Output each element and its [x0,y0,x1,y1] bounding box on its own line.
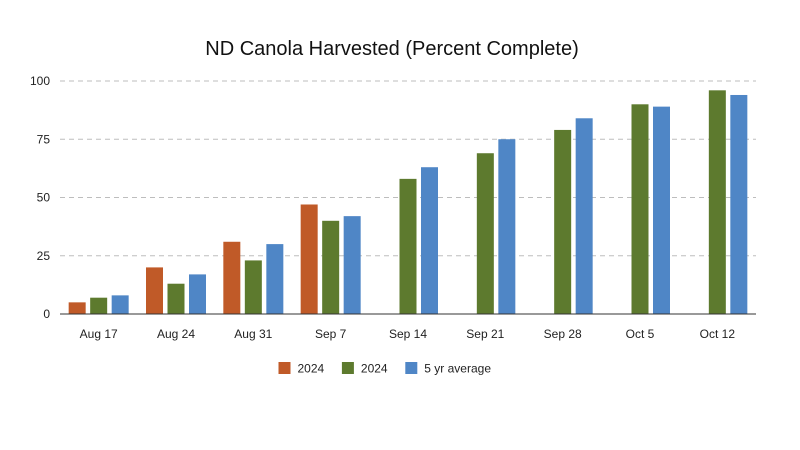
bar-layer [68,90,748,314]
bar [300,204,318,314]
bar [631,104,649,314]
x-tick-label: Sep 28 [544,327,582,341]
bar [90,297,108,314]
bar [498,139,516,314]
x-tick-labels: Aug 17 Aug 24 Aug 31 Sep 7 Sep 14 Sep 21 Sep 2… [80,327,736,341]
bar [421,167,438,314]
x-tick-label: Sep 7 [315,327,347,341]
legend-label: 5 yr average [424,362,491,376]
x-tick-label: Aug 17 [80,327,118,341]
bar [399,178,417,314]
x-tick-label: Oct 5 [626,327,655,341]
legend: 2024 2024 5 yr average [278,362,491,376]
bar [653,106,670,314]
bar [708,90,726,314]
bar [68,302,86,314]
bar [223,241,241,314]
legend-swatch [405,362,418,374]
bar [146,267,163,314]
chart-title: ND Canola Harvested (Percent Complete) [205,38,579,60]
legend-swatch [341,362,354,374]
x-tick-label: Sep 21 [466,327,504,341]
bar [476,153,494,314]
y-tick-label: 75 [37,132,51,146]
bar [343,216,361,314]
bar [575,118,593,314]
legend-label: 2024 [298,362,325,376]
y-tick-labels: 0 25 50 75 100 [30,74,50,321]
y-tick-label: 0 [43,307,50,321]
bar [266,244,284,314]
bar [189,274,206,314]
bar [244,260,262,314]
bar [111,295,129,314]
y-tick-label: 25 [37,249,51,263]
bar [322,220,340,314]
x-tick-label: Aug 31 [234,327,272,341]
legend-label: 2024 [361,362,388,376]
bar [167,283,185,314]
x-tick-label: Sep 14 [389,327,427,341]
bar [730,94,748,314]
x-tick-label: Oct 12 [700,327,736,341]
bar [554,129,572,314]
y-tick-label: 50 [37,191,51,205]
x-tick-label: Aug 24 [157,327,195,341]
y-tick-label: 100 [30,74,50,88]
legend-swatch [278,362,291,374]
